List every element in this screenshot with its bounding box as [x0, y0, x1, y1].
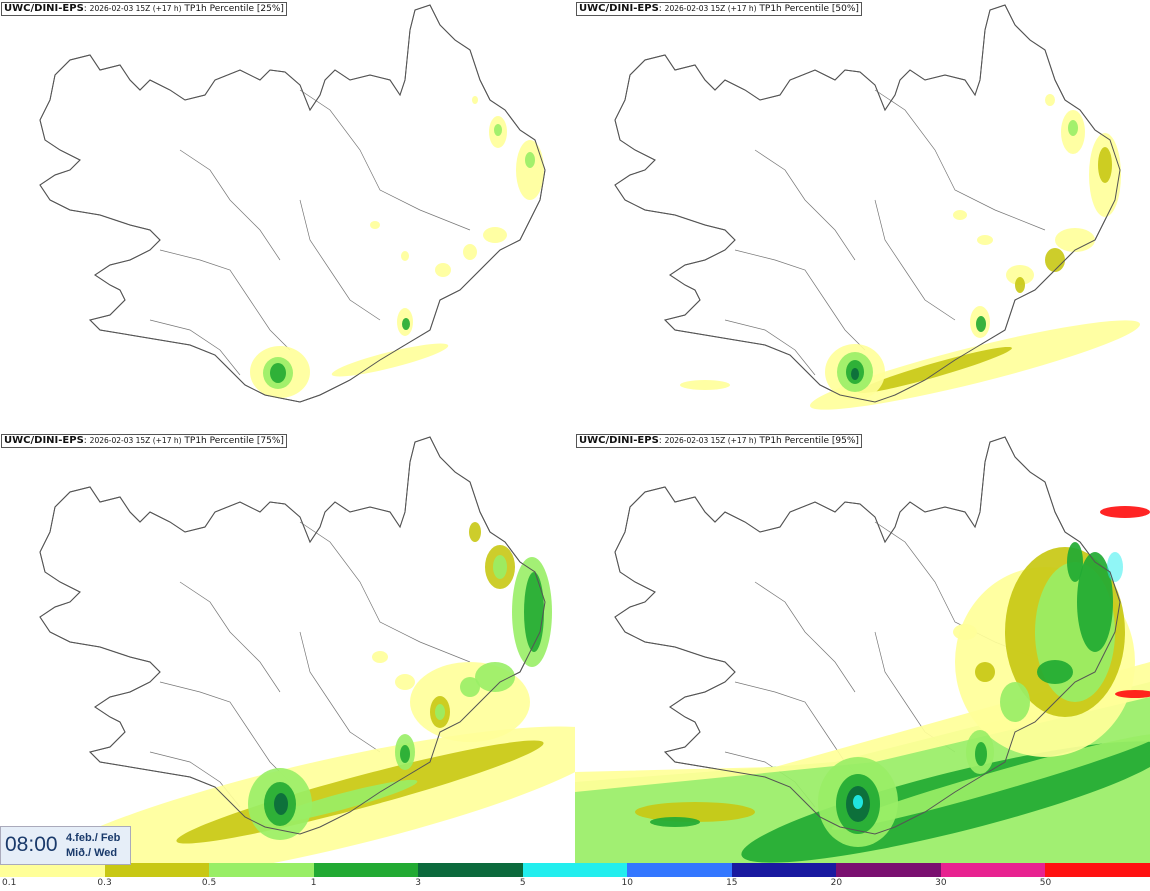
valid-weekday: Mið./ Wed: [66, 847, 118, 859]
legend-label: 3: [415, 878, 422, 888]
valid-time-box: 08:00 4.feb./ Feb Mið./ Wed: [0, 826, 131, 865]
panel-source: UWC/DINI-EPS: [4, 3, 84, 14]
road-network: [724, 89, 1046, 376]
legend-label: 0.1: [2, 878, 17, 888]
panel-run: 2026-02-03 15Z (+17 h): [664, 4, 757, 13]
coast-outline: [39, 436, 546, 835]
panel-title: UWC/DINI-EPS: 2026-02-03 15Z (+17 h) TP1…: [576, 434, 862, 448]
iceland-coastline: [39, 4, 546, 403]
panel-variable: TP1h Percentile [75%]: [184, 436, 284, 446]
panel-run: 2026-02-03 15Z (+17 h): [89, 4, 182, 13]
legend-swatch: [940, 863, 1046, 877]
map-panel-p75: UWC/DINI-EPS: 2026-02-03 15Z (+17 h) TP1…: [0, 432, 575, 864]
panel-source: UWC/DINI-EPS: [4, 435, 84, 446]
legend-label: 20: [830, 878, 843, 888]
map-panel-p25: UWC/DINI-EPS: 2026-02-03 15Z (+17 h) TP1…: [0, 0, 575, 432]
precip-map: [575, 436, 1150, 864]
precip-map: [614, 4, 1141, 410]
precip-map: [39, 4, 546, 403]
legend-label: 10: [621, 878, 633, 888]
legend-label: 5: [519, 878, 526, 888]
precip-shading: [250, 96, 544, 398]
panel-variable: TP1h Percentile [25%]: [184, 4, 284, 14]
panel-variable: TP1h Percentile [95%]: [759, 436, 859, 446]
legend-swatch: [627, 863, 732, 877]
legend-label: 30: [935, 878, 947, 888]
panel-title: UWC/DINI-EPS: 2026-02-03 15Z (+17 h) TP1…: [1, 434, 287, 448]
legend-swatch: [418, 863, 523, 877]
legend-label: 0.3: [97, 878, 112, 888]
precip-map: [27, 436, 575, 864]
legend-swatch: [209, 863, 314, 877]
legend-swatch: [522, 863, 628, 877]
legend-swatch: [313, 863, 419, 877]
precip-shading: [27, 522, 575, 864]
coast-outline: [614, 4, 1121, 403]
legend-label: 50: [1039, 878, 1052, 888]
color-legend: 0.1 0.3 0.5 1 3 5 10 15 20 30 50: [0, 863, 1150, 891]
panel-title: UWC/DINI-EPS: 2026-02-03 15Z (+17 h) TP1…: [1, 2, 287, 16]
precip-shading: [680, 94, 1141, 410]
coast-outline: [614, 436, 1121, 835]
panel-variable: TP1h Percentile [50%]: [759, 4, 859, 14]
road-network: [149, 89, 471, 376]
legend-swatch: [0, 863, 105, 877]
legend-swatch: [731, 863, 837, 877]
valid-hour: 08:00: [5, 833, 58, 856]
panel-source: UWC/DINI-EPS: [579, 435, 659, 446]
panel-source: UWC/DINI-EPS: [579, 3, 659, 14]
legend-label: 0.5: [201, 878, 217, 888]
map-panel-p95: UWC/DINI-EPS: 2026-02-03 15Z (+17 h) TP1…: [575, 432, 1150, 864]
panel-run: 2026-02-03 15Z (+17 h): [89, 436, 182, 445]
legend-swatch: [1045, 863, 1150, 877]
map-panel-p50: UWC/DINI-EPS: 2026-02-03 15Z (+17 h) TP1…: [575, 0, 1150, 432]
precip-shading: [575, 506, 1150, 864]
panel-run: 2026-02-03 15Z (+17 h): [664, 436, 757, 445]
legend-swatch: [836, 863, 941, 877]
legend-label: 1: [310, 878, 317, 888]
coast-outline: [39, 4, 546, 403]
valid-date: 4.feb./ Feb: [66, 832, 121, 844]
legend-label: 15: [726, 878, 738, 888]
legend-swatch: [104, 863, 210, 877]
panel-title: UWC/DINI-EPS: 2026-02-03 15Z (+17 h) TP1…: [576, 2, 862, 16]
